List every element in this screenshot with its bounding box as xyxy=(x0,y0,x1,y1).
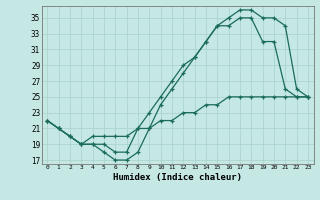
X-axis label: Humidex (Indice chaleur): Humidex (Indice chaleur) xyxy=(113,173,242,182)
